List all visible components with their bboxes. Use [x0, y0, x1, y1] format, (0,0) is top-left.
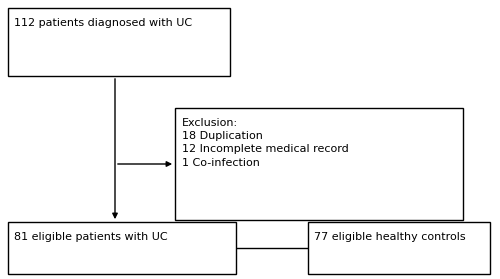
Text: 112 patients diagnosed with UC: 112 patients diagnosed with UC: [14, 18, 192, 28]
Bar: [175, 108, 463, 220]
Text: 81 eligible patients with UC: 81 eligible patients with UC: [14, 232, 168, 242]
Bar: [308, 222, 490, 274]
Text: Exclusion:
18 Duplication
12 Incomplete medical record
1 Co-infection: Exclusion: 18 Duplication 12 Incomplete …: [182, 118, 349, 168]
Bar: [8, 222, 236, 274]
Text: 77 eligible healthy controls: 77 eligible healthy controls: [314, 232, 466, 242]
Bar: [8, 8, 230, 76]
